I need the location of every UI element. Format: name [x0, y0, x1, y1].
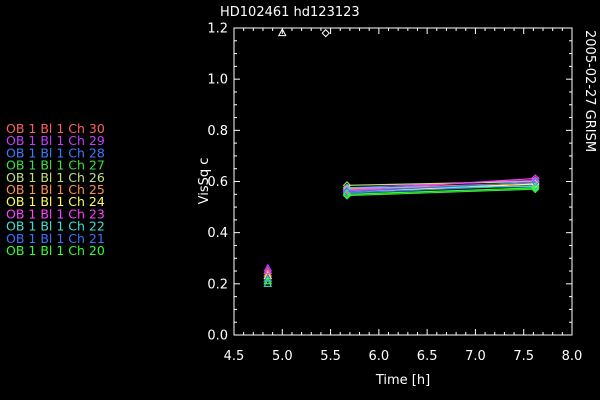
- data-point-triangle: [263, 276, 273, 285]
- series-line: [346, 177, 536, 192]
- series-layer: [263, 174, 540, 287]
- chart-title: HD102461 hd123123: [220, 5, 360, 20]
- data-point-triangle: [263, 278, 273, 287]
- series-group: [263, 183, 540, 285]
- x-tick-label: 5.5: [320, 349, 341, 364]
- y-tick-label: 1.2: [207, 22, 228, 37]
- y-tick-label: 1.0: [207, 73, 228, 88]
- side-label: 2005-02-27 GRISM: [582, 30, 597, 152]
- x-tick-label: 7.5: [513, 349, 534, 364]
- legend-entry: OB 1 Bl 1 Ch 22: [6, 219, 105, 234]
- series-line: [346, 187, 536, 195]
- y-tick-label: 0.0: [207, 329, 228, 344]
- y-tick-label: 0.4: [207, 226, 228, 241]
- data-point-diamond: [531, 174, 540, 183]
- series-group: [263, 177, 540, 282]
- data-point-triangle: [263, 273, 273, 282]
- calibrator-markers: [277, 28, 330, 38]
- legend-entry: OB 1 Bl 1 Ch 25: [6, 182, 105, 197]
- x-tick-label: 5.0: [272, 349, 293, 364]
- data-point-diamond: [342, 190, 352, 199]
- series-line: [346, 188, 536, 197]
- series-group: [263, 182, 540, 287]
- y-tick-label: 0.8: [207, 124, 228, 139]
- y-tick-label: 0.6: [207, 175, 228, 190]
- series-group: [263, 181, 540, 280]
- legend-entry: OB 1 Bl 1 Ch 27: [6, 158, 105, 173]
- x-tick-label: 7.0: [465, 349, 486, 364]
- series-line: [346, 180, 536, 186]
- x-tick-label: 6.5: [417, 349, 438, 364]
- calibrator-diamond: [321, 28, 330, 38]
- legend-entry: OB 1 Bl 1 Ch 26: [6, 170, 105, 185]
- legend-entry: OB 1 Bl 1 Ch 30: [6, 121, 105, 136]
- series-line: [346, 181, 536, 193]
- y-axis-label: VisSq c: [197, 158, 212, 205]
- y-tick-label: 0.2: [207, 277, 228, 292]
- series-group: [263, 179, 540, 282]
- x-tick-label: 4.5: [224, 349, 245, 364]
- x-tick-label: 8.0: [562, 349, 583, 364]
- series-group: [263, 179, 540, 280]
- legend-entry: OB 1 Bl 1 Ch 28: [6, 145, 105, 160]
- legend-entry: OB 1 Bl 1 Ch 20: [6, 243, 105, 258]
- data-point-diamond: [531, 183, 540, 193]
- data-point-diamond: [342, 187, 352, 196]
- series-group: [263, 184, 540, 285]
- legend-entry: OB 1 Bl 1 Ch 29: [6, 133, 105, 148]
- x-axis-label: Time [h]: [375, 373, 430, 388]
- data-point-triangle: [263, 265, 273, 275]
- data-point-diamond: [531, 177, 540, 187]
- legend-entry: OB 1 Bl 1 Ch 21: [6, 231, 105, 246]
- legend-entry: OB 1 Bl 1 Ch 23: [6, 206, 105, 221]
- legend-entry: OB 1 Bl 1 Ch 24: [6, 194, 105, 209]
- x-tick-label: 6.0: [369, 349, 390, 364]
- x-axis: 4.5 5.0 5.5 6.0 6.5 7.0 7.5 8.0: [224, 28, 583, 364]
- data-point-triangle: [263, 271, 273, 280]
- data-point-triangle: [263, 268, 273, 277]
- y-axis: 0.0 0.2 0.4 0.6 0.8 1.0 1.2: [207, 22, 572, 344]
- data-point-diamond: [531, 182, 540, 191]
- data-point-triangle: [263, 263, 273, 272]
- calibrator-triangle: [277, 28, 287, 37]
